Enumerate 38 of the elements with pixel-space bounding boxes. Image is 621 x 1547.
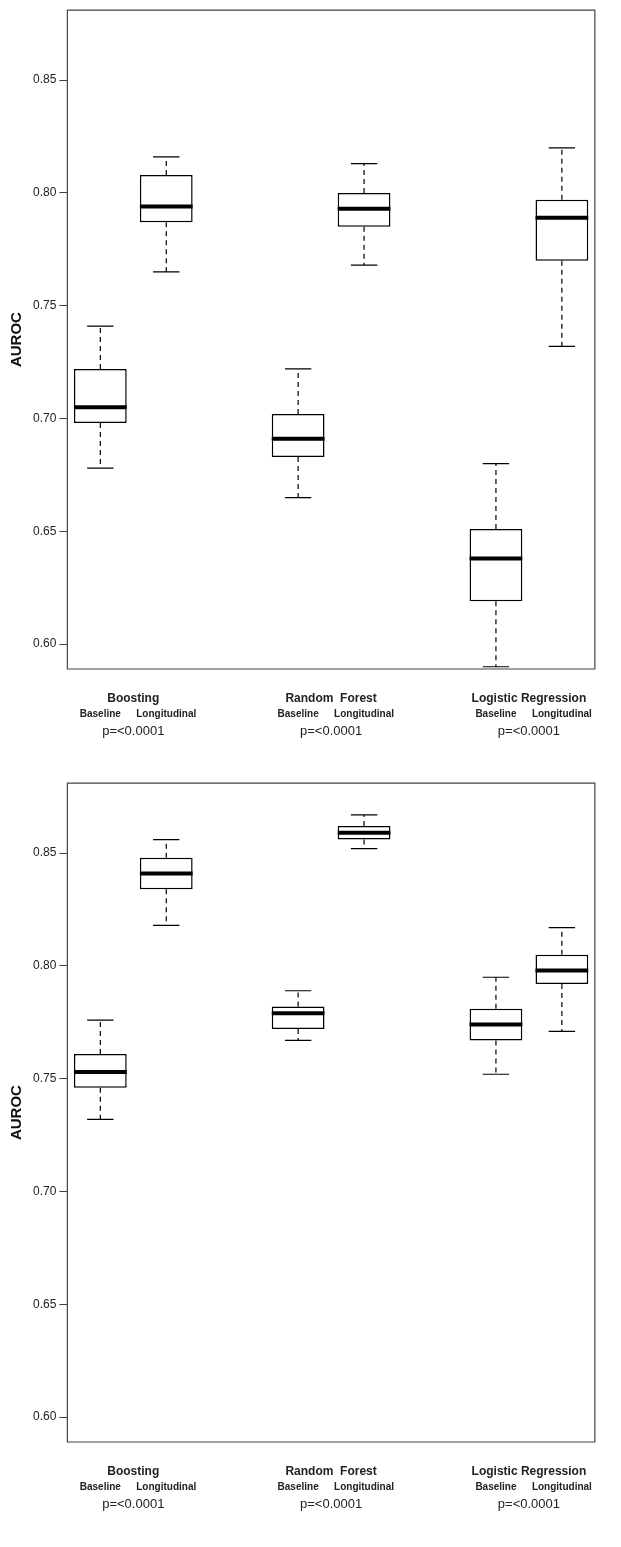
text: p=<0.0001 xyxy=(102,1496,165,1512)
x-tick-label: Longitudinal xyxy=(531,707,593,719)
y-axis-title: AUROC xyxy=(7,311,25,368)
y-tick-label: 0.65 xyxy=(33,523,57,538)
y-tick-label: 0.70 xyxy=(33,410,57,425)
text: p=<0.0001 xyxy=(497,723,561,739)
text: Random Forest xyxy=(285,1464,377,1479)
y-tick-label: 0.75 xyxy=(33,298,57,313)
text: Logistic Regression xyxy=(471,1464,587,1479)
text: p=<0.0001 xyxy=(300,1496,363,1512)
y-tick-label: 0.75 xyxy=(33,1071,57,1086)
x-tick-label: Longitudinal xyxy=(334,1480,395,1492)
x-tick-label: Baseline xyxy=(79,707,122,719)
x-tick-label: Baseline xyxy=(79,1480,122,1492)
y-tick-label: 0.80 xyxy=(33,185,57,200)
text: p=<0.0001 xyxy=(300,723,363,739)
text: Boosting xyxy=(107,1464,160,1479)
text: Boosting xyxy=(107,691,160,706)
text: p=<0.0001 xyxy=(497,1496,561,1512)
x-tick-label: Longitudinal xyxy=(531,1480,593,1492)
y-tick-label: 0.70 xyxy=(33,1183,57,1198)
text: Logistic Regression xyxy=(471,691,587,706)
y-tick-label: 0.60 xyxy=(33,1409,57,1424)
x-tick-label: Longitudinal xyxy=(136,707,197,719)
x-tick-label: Longitudinal xyxy=(136,1480,197,1492)
text: Random Forest xyxy=(285,691,377,706)
x-tick-label: Baseline xyxy=(277,1480,320,1492)
x-tick-label: Baseline xyxy=(277,707,320,719)
y-tick-label: 0.85 xyxy=(33,845,57,860)
y-tick-label: 0.60 xyxy=(33,636,57,651)
x-tick-label: Baseline xyxy=(475,707,517,719)
x-tick-label: Longitudinal xyxy=(334,707,395,719)
x-tick-label: Baseline xyxy=(475,1480,517,1492)
y-tick-label: 0.65 xyxy=(33,1296,57,1311)
y-tick-label: 0.85 xyxy=(33,72,57,87)
y-tick-label: 0.80 xyxy=(33,958,57,973)
text: p=<0.0001 xyxy=(102,723,165,739)
y-axis-title: AUROC xyxy=(7,1084,25,1141)
